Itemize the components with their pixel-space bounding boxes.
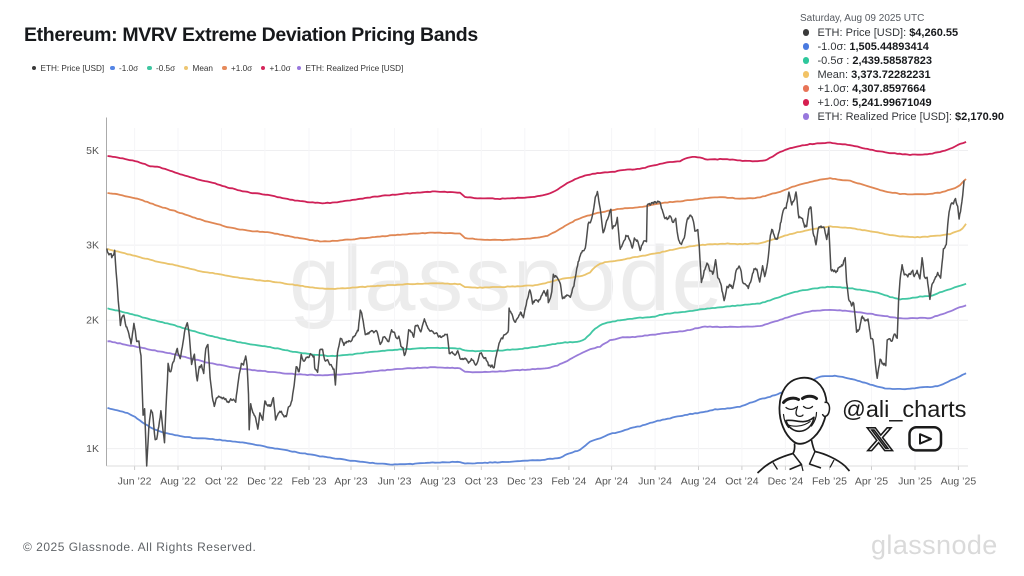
- svg-text:Dec ’22: Dec ’22: [247, 476, 283, 488]
- svg-text:Jun ’24: Jun ’24: [638, 476, 672, 488]
- svg-text:Oct ’22: Oct ’22: [205, 476, 238, 488]
- svg-text:Apr ’24: Apr ’24: [595, 476, 628, 488]
- svg-text:3K: 3K: [86, 240, 99, 252]
- svg-text:Apr ’23: Apr ’23: [334, 476, 367, 488]
- svg-text:Aug ’24: Aug ’24: [681, 476, 717, 488]
- svg-text:Dec ’24: Dec ’24: [768, 476, 804, 488]
- svg-text:5K: 5K: [86, 145, 99, 157]
- svg-text:Apr ’25: Apr ’25: [855, 476, 888, 488]
- svg-text:Aug ’25: Aug ’25: [941, 476, 977, 488]
- svg-text:Aug ’22: Aug ’22: [160, 476, 196, 488]
- svg-text:@ali_charts: @ali_charts: [842, 396, 966, 422]
- svg-text:Feb ’25: Feb ’25: [812, 476, 847, 488]
- svg-text:Feb ’24: Feb ’24: [551, 476, 586, 488]
- svg-text:Aug ’23: Aug ’23: [420, 476, 456, 488]
- svg-text:2K: 2K: [86, 315, 99, 327]
- svg-text:Oct ’24: Oct ’24: [725, 476, 758, 488]
- svg-text:Dec ’23: Dec ’23: [507, 476, 543, 488]
- svg-text:1K: 1K: [86, 443, 99, 455]
- svg-text:Feb ’23: Feb ’23: [291, 476, 326, 488]
- svg-text:Jun ’25: Jun ’25: [898, 476, 932, 488]
- svg-text:Jun ’22: Jun ’22: [118, 476, 152, 488]
- svg-text:Oct ’23: Oct ’23: [465, 476, 498, 488]
- svg-text:Jun ’23: Jun ’23: [378, 476, 412, 488]
